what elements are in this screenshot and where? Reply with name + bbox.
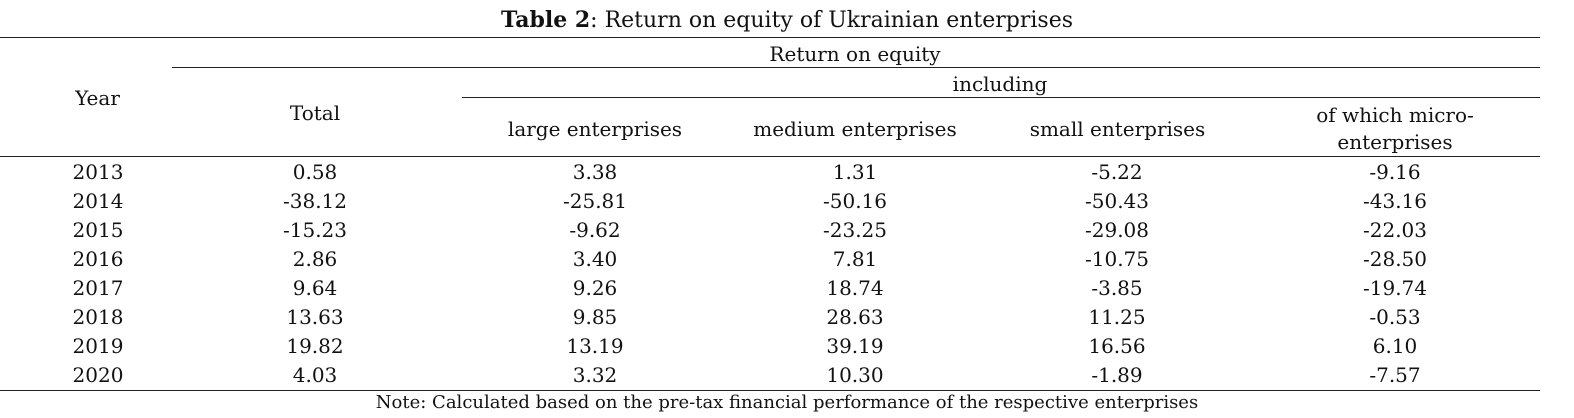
large-cell: 13.19 <box>566 334 624 358</box>
year-cell: 2016 <box>72 247 124 271</box>
small-cell: 11.25 <box>1088 305 1146 329</box>
year-header: Year <box>75 86 120 110</box>
total-header: Total <box>289 101 341 125</box>
total-cell: -15.23 <box>282 218 347 242</box>
large-cell: 9.26 <box>572 276 618 300</box>
small-cell: -50.43 <box>1084 189 1149 213</box>
table-caption: Table 2: Return on equity of Ukrainian e… <box>0 5 1574 36</box>
micro-cell: 6.10 <box>1372 334 1418 358</box>
medium-cell: 7.81 <box>832 247 878 271</box>
year-cell: 2015 <box>72 218 124 242</box>
small-cell: -10.75 <box>1084 247 1149 271</box>
medium-cell: 10.30 <box>826 363 884 387</box>
medium-cell: 18.74 <box>826 276 884 300</box>
medium-cell: 1.31 <box>832 160 878 184</box>
year-cell: 2017 <box>72 276 124 300</box>
medium-enterprises-header: medium enterprises <box>753 117 957 141</box>
top-rule <box>0 37 1540 38</box>
small-cell: 16.56 <box>1088 334 1146 358</box>
large-cell: -25.81 <box>562 189 627 213</box>
year-cell: 2020 <box>72 363 124 387</box>
group-rule <box>172 67 1540 68</box>
micro-enterprises-header-line2: enterprises <box>1337 130 1453 154</box>
total-cell: 13.63 <box>286 305 344 329</box>
header-bottom-rule <box>0 156 1540 157</box>
medium-cell: 39.19 <box>826 334 884 358</box>
medium-cell: -23.25 <box>822 218 887 242</box>
return-on-equity-header: Return on equity <box>769 42 941 66</box>
total-cell: 9.64 <box>292 276 338 300</box>
micro-cell: -19.74 <box>1362 276 1427 300</box>
small-enterprises-header: small enterprises <box>1029 117 1206 141</box>
total-cell: 0.58 <box>292 160 338 184</box>
large-cell: 3.32 <box>572 363 618 387</box>
year-cell: 2013 <box>72 160 124 184</box>
year-cell: 2014 <box>72 189 124 213</box>
table-label: Table 2 <box>500 7 591 33</box>
small-cell: -3.85 <box>1091 276 1143 300</box>
large-cell: -9.62 <box>569 218 621 242</box>
large-enterprises-header: large enterprises <box>507 117 683 141</box>
year-cell: 2018 <box>72 305 124 329</box>
including-rule <box>462 97 1540 98</box>
bottom-rule <box>0 390 1540 391</box>
medium-cell: 28.63 <box>826 305 884 329</box>
micro-cell: -22.03 <box>1362 218 1427 242</box>
micro-cell: -0.53 <box>1369 305 1421 329</box>
micro-enterprises-header-line1: of which micro- <box>1316 103 1474 127</box>
total-cell: 2.86 <box>292 247 338 271</box>
total-cell: 19.82 <box>286 334 344 358</box>
small-cell: -5.22 <box>1091 160 1143 184</box>
large-cell: 9.85 <box>572 305 618 329</box>
including-header: including <box>952 72 1048 96</box>
micro-cell: -7.57 <box>1369 363 1421 387</box>
table-title: : Return on equity of Ukrainian enterpri… <box>590 8 1074 33</box>
large-cell: 3.40 <box>572 247 618 271</box>
total-cell: -38.12 <box>282 189 347 213</box>
large-cell: 3.38 <box>572 160 618 184</box>
total-cell: 4.03 <box>292 363 338 387</box>
small-cell: -1.89 <box>1091 363 1143 387</box>
small-cell: -29.08 <box>1084 218 1149 242</box>
micro-cell: -9.16 <box>1369 160 1421 184</box>
micro-cell: -28.50 <box>1362 247 1427 271</box>
micro-cell: -43.16 <box>1362 189 1427 213</box>
table-note: Note: Calculated based on the pre-tax fi… <box>375 392 1199 413</box>
medium-cell: -50.16 <box>822 189 887 213</box>
year-cell: 2019 <box>72 334 124 358</box>
